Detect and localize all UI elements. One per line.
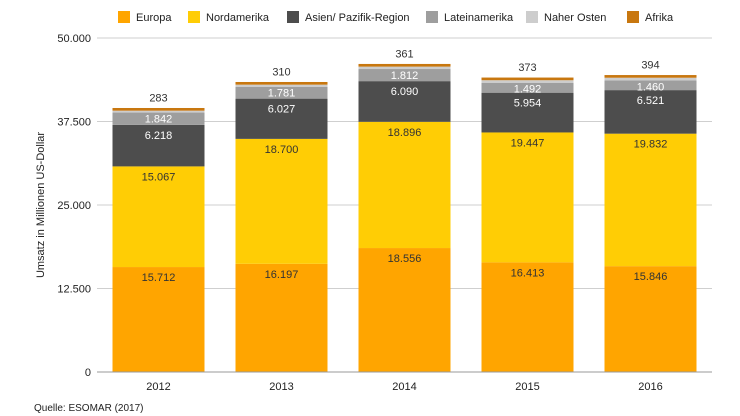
data-label: 1.460 xyxy=(637,81,665,93)
bar-segment xyxy=(358,66,451,70)
bar-segment xyxy=(112,107,205,111)
y-axis-label: Umsatz in Millionen US-Dollar xyxy=(35,132,47,278)
legend-label: Naher Osten xyxy=(544,12,606,24)
bar-segment xyxy=(481,92,574,133)
source-note: Quelle: ESOMAR (2017) xyxy=(34,403,144,414)
data-label: 19.447 xyxy=(511,137,545,149)
y-tick-label: 25.000 xyxy=(57,200,91,212)
x-axis: 2012 2013 2014 2015 2016 xyxy=(97,371,712,393)
legend-label: Asien/ Pazifik-Region xyxy=(305,12,410,24)
data-label: 6.027 xyxy=(268,104,296,116)
bar-segment xyxy=(604,133,697,267)
bar-segment xyxy=(235,81,328,85)
data-label: 15.712 xyxy=(142,272,176,284)
data-label: 6.218 xyxy=(145,130,173,142)
y-tick-label: 12.500 xyxy=(57,284,91,296)
bar-segment xyxy=(235,98,328,139)
legend-swatch xyxy=(426,11,438,23)
legend-label: Europa xyxy=(136,12,172,24)
data-label: 18.556 xyxy=(388,253,422,265)
data-label: 373 xyxy=(518,62,536,74)
bar-segment xyxy=(604,266,697,372)
legend-swatch xyxy=(287,11,299,23)
data-label: 18.896 xyxy=(388,127,422,139)
bar-segment xyxy=(481,132,574,263)
data-label: 18.700 xyxy=(265,144,299,156)
legend-label: Afrika xyxy=(645,12,674,24)
bar-segment xyxy=(604,90,697,134)
bar-segment xyxy=(358,63,451,67)
bar-segment xyxy=(481,80,574,83)
data-label: 16.413 xyxy=(511,267,545,279)
legend: Europa Nordamerika Asien/ Pazifik-Region La… xyxy=(118,11,674,24)
bar-segment xyxy=(358,69,451,82)
bars: 15.712 15.067 6.218 1.842 283 16.197 18.700 6.0… xyxy=(112,49,697,372)
y-tick-label: 37.500 xyxy=(57,117,91,129)
bar-segment xyxy=(481,77,574,81)
bar-segment xyxy=(235,86,328,99)
y-tick-label: 0 xyxy=(85,367,91,379)
bar-segment xyxy=(481,82,574,93)
y-axis: 0 12.500 25.000 37.500 50.000 xyxy=(57,33,91,379)
data-label: 5.954 xyxy=(514,98,542,110)
data-label: 15.067 xyxy=(142,171,176,183)
data-label: 283 xyxy=(149,93,167,105)
x-tick-label: 2014 xyxy=(392,381,416,393)
bar-segment xyxy=(604,75,697,78)
data-label: 394 xyxy=(641,60,659,72)
bar-segment xyxy=(112,267,205,372)
data-label: 1.492 xyxy=(514,84,542,96)
data-label: 1.781 xyxy=(268,88,296,100)
bar-segment xyxy=(604,77,697,81)
data-label: 361 xyxy=(395,49,413,61)
x-tick-label: 2013 xyxy=(269,381,293,393)
bar-segment xyxy=(358,121,451,249)
data-label: 1.842 xyxy=(145,114,173,126)
data-label: 19.832 xyxy=(634,139,668,151)
data-label: 6.521 xyxy=(637,95,665,107)
data-label: 6.090 xyxy=(391,86,419,98)
x-tick-label: 2012 xyxy=(146,381,170,393)
bar-segment xyxy=(358,248,451,372)
legend-swatch xyxy=(627,11,639,23)
data-label: 16.197 xyxy=(265,269,299,281)
x-tick-label: 2015 xyxy=(515,381,539,393)
legend-swatch xyxy=(188,11,200,23)
bar-segment xyxy=(112,124,205,167)
bar-segment xyxy=(112,110,205,113)
y-tick-label: 50.000 xyxy=(57,33,91,45)
data-label: 15.846 xyxy=(634,271,668,283)
data-label: 1.812 xyxy=(391,70,419,82)
data-label: 310 xyxy=(272,67,290,79)
bar-segment xyxy=(604,80,697,91)
legend-label: Lateinamerika xyxy=(444,12,514,24)
bar-segment xyxy=(358,81,451,122)
legend-swatch xyxy=(526,11,538,23)
legend-swatch xyxy=(118,11,130,23)
bar-segment xyxy=(112,112,205,125)
legend-label: Nordamerika xyxy=(206,12,270,24)
x-tick-label: 2016 xyxy=(638,381,662,393)
bar-segment xyxy=(235,138,328,264)
bar-segment xyxy=(481,262,574,372)
bar-segment xyxy=(112,166,205,268)
bar-segment xyxy=(235,263,328,372)
bar-segment xyxy=(235,84,328,87)
